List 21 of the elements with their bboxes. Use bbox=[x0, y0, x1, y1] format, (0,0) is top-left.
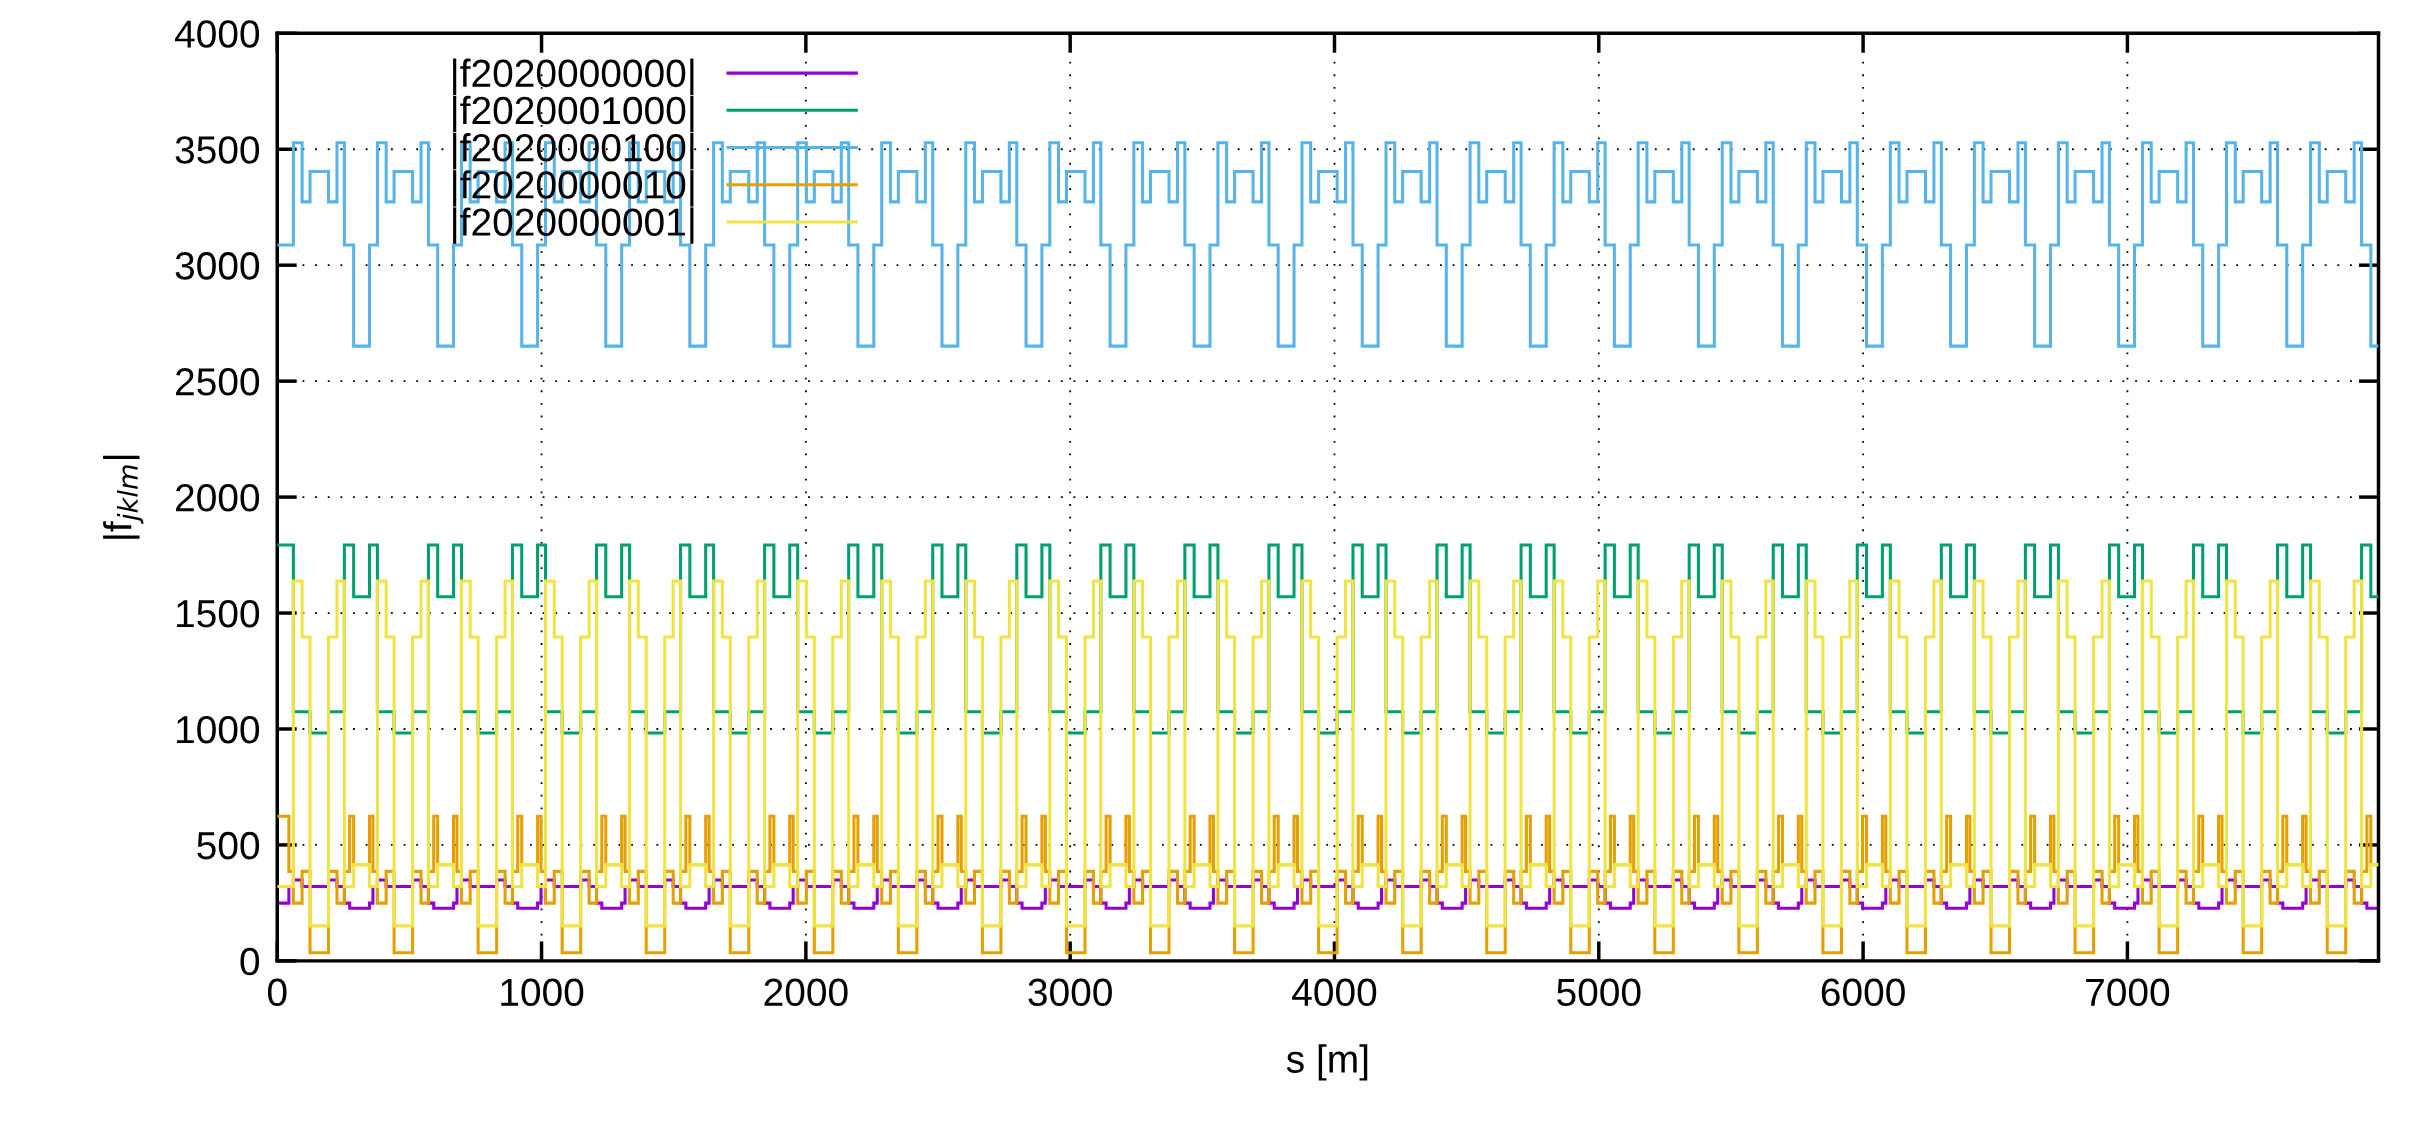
legend-label: |f2020001000| bbox=[453, 95, 694, 133]
y-tick-label: 500 bbox=[197, 831, 260, 860]
x-tick-label: 7000 bbox=[2086, 978, 2170, 1007]
legend-label: |f2020000000| bbox=[453, 58, 694, 95]
x-tick-label: 4000 bbox=[1292, 978, 1377, 1007]
x-tick-label: 3000 bbox=[1028, 978, 1112, 1007]
y-tick-label: 1000 bbox=[177, 715, 260, 744]
y-tick-label: 3000 bbox=[175, 252, 260, 280]
x-axis-title: s [m] bbox=[1286, 1044, 1368, 1081]
x-tick-label: 5000 bbox=[1557, 978, 1641, 1007]
y-tick-label: 2500 bbox=[176, 368, 260, 396]
x-tick-label: 0 bbox=[267, 978, 287, 1007]
y-tick-label: 1500 bbox=[177, 599, 260, 628]
x-tick-label: 6000 bbox=[1821, 978, 1905, 1007]
x-tick-label: 2000 bbox=[764, 978, 848, 1007]
y-axis-title: |f$_{jklm}$| bbox=[103, 455, 144, 539]
x-tick-label: 1000 bbox=[501, 978, 584, 1007]
y-tick-label: 3500 bbox=[175, 136, 260, 164]
y-tick-label: 2000 bbox=[176, 484, 260, 512]
y-tick-label: 0 bbox=[240, 947, 260, 976]
y-tick-label: 4000 bbox=[174, 20, 260, 48]
